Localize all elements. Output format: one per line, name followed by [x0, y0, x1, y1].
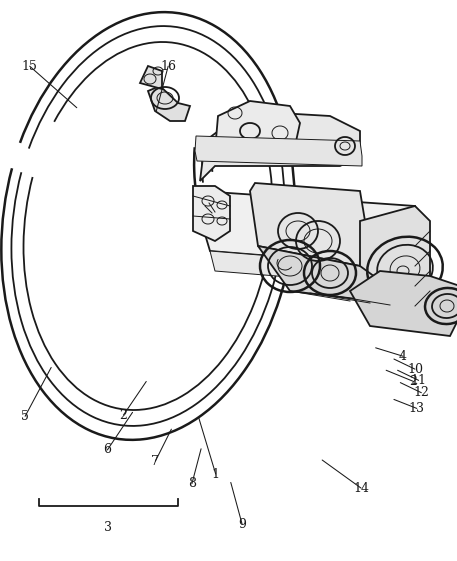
Polygon shape — [200, 111, 360, 181]
Polygon shape — [193, 186, 230, 241]
Polygon shape — [360, 206, 430, 306]
Polygon shape — [215, 101, 300, 153]
Text: 16: 16 — [160, 59, 176, 73]
Text: 3: 3 — [104, 521, 112, 534]
Polygon shape — [140, 66, 162, 89]
Polygon shape — [195, 136, 362, 166]
Text: 12: 12 — [414, 386, 429, 399]
Polygon shape — [350, 271, 457, 336]
Polygon shape — [258, 246, 415, 306]
Text: 2: 2 — [119, 408, 128, 422]
Text: 15: 15 — [22, 59, 37, 73]
Text: 11: 11 — [410, 374, 427, 387]
Polygon shape — [210, 251, 400, 286]
Polygon shape — [148, 86, 190, 121]
Text: 6: 6 — [103, 443, 112, 457]
Text: 2: 2 — [409, 375, 418, 388]
Text: 14: 14 — [353, 481, 369, 495]
Text: 5: 5 — [21, 410, 29, 423]
Text: 4: 4 — [399, 350, 407, 363]
Text: 10: 10 — [407, 362, 423, 376]
Polygon shape — [195, 191, 415, 266]
Text: 7: 7 — [151, 454, 159, 468]
Text: 9: 9 — [238, 518, 246, 531]
Polygon shape — [250, 183, 365, 266]
Text: 13: 13 — [409, 402, 425, 415]
Text: 8: 8 — [188, 477, 196, 490]
Text: 1: 1 — [212, 467, 220, 481]
